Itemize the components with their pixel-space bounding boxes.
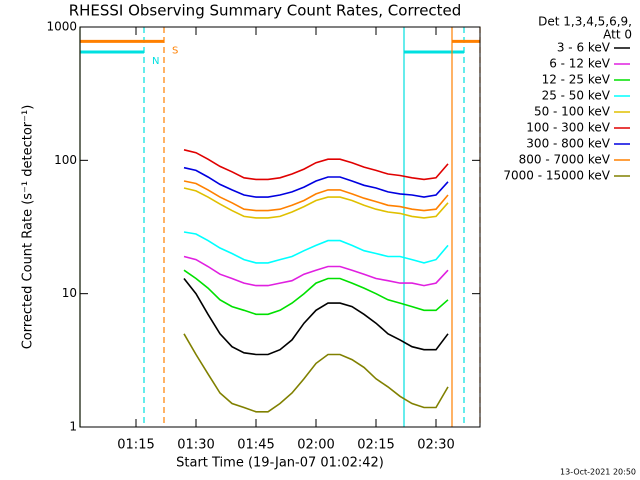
x-tick-label: 01:15 [117,438,154,453]
flag-label: S [172,45,178,56]
series-line [183,180,449,212]
y-axis-label: Corrected Count Rate (s⁻¹ detector⁻¹) [21,105,36,350]
legend-label: 100 - 300 keV [526,121,610,135]
y-tick-label: 1000 [46,20,77,34]
flag-label: N [152,56,159,67]
legend-title: Att 0 [603,28,632,42]
legend-label: 50 - 100 keV [534,105,611,119]
series-line [183,231,449,264]
y-tick-label: 10 [62,286,77,300]
series-line [183,149,449,181]
legend-label: 3 - 6 keV [557,41,611,55]
chart-title: RHESSI Observing Summary Count Rates, Co… [69,2,462,20]
y-tick-label: 100 [54,153,77,167]
x-tick-label: 02:00 [297,438,334,453]
series-line [183,255,449,287]
footer: 13-Oct-2021 20:50 [560,468,636,477]
legend-label: 800 - 7000 keV [519,153,611,167]
x-tick-label: 01:30 [177,438,214,453]
legend-title: Det 1,3,4,5,6,9, [538,15,632,29]
series-line [183,278,449,356]
series-line [183,269,449,316]
legend-label: 300 - 800 keV [526,137,610,151]
series-line [183,187,449,219]
x-axis-label: Start Time (19-Jan-07 01:02:42) [176,456,384,471]
y-tick-label: 1 [69,420,77,434]
legend-label: 25 - 50 keV [542,89,611,103]
series-line [183,166,449,198]
plot-frame [79,26,481,428]
legend-label: 12 - 25 keV [542,73,611,87]
legend-label: 6 - 12 keV [549,57,611,71]
x-tick-label: 02:15 [357,438,394,453]
x-tick-label: 01:45 [237,438,274,453]
legend-label: 7000 - 15000 keV [503,169,610,183]
series-line [183,333,449,413]
x-tick-label: 02:30 [417,438,454,453]
